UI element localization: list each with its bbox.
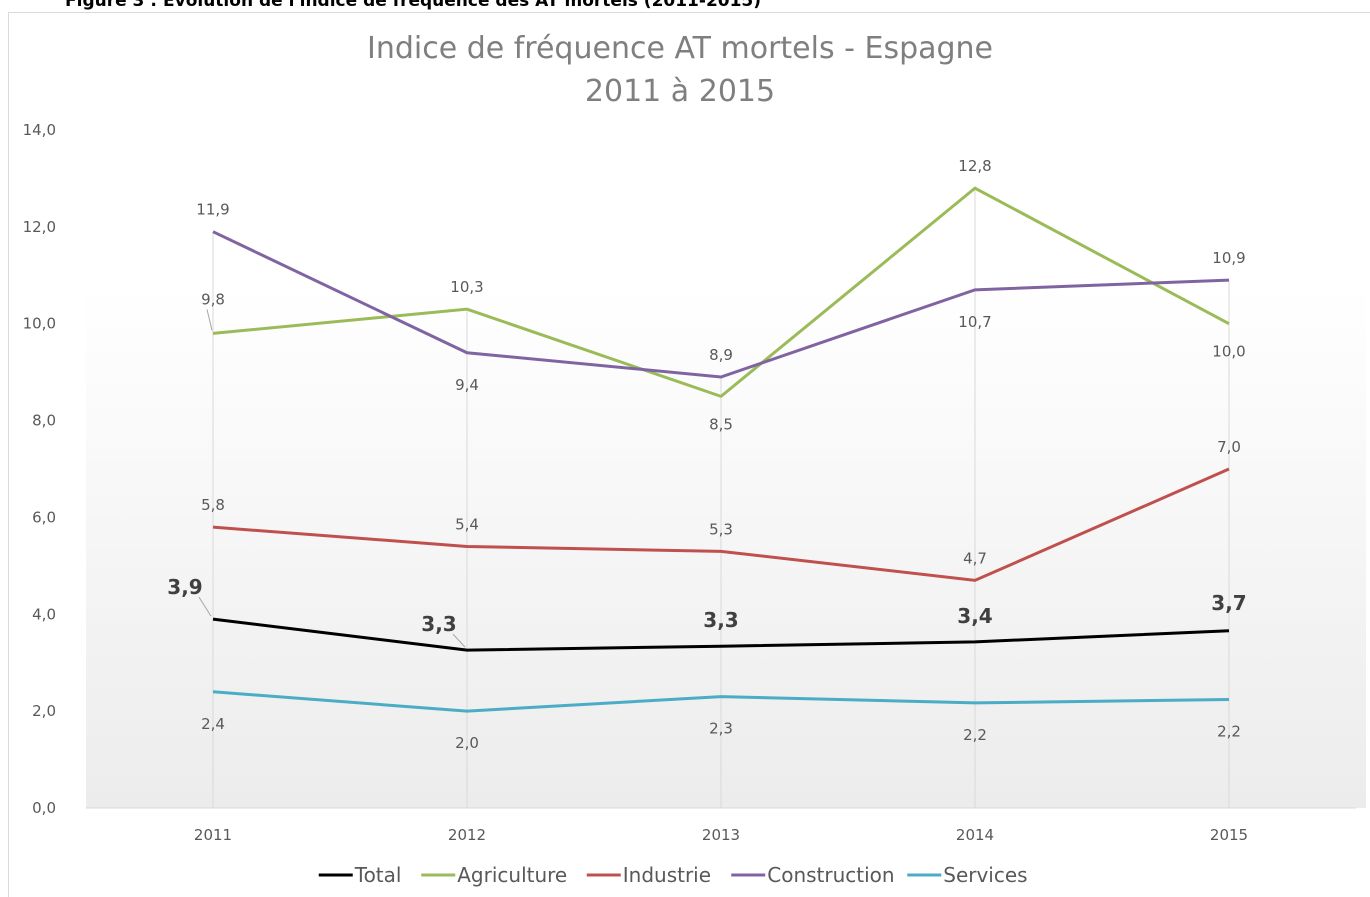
chart-title: Indice de fréquence AT mortels - Espagne	[367, 31, 993, 66]
leader-line	[198, 596, 212, 617]
data-label: 5,4	[455, 515, 479, 533]
leader-line	[452, 633, 466, 648]
data-label: 12,8	[958, 157, 991, 175]
x-tick-label: 2014	[956, 826, 994, 844]
legend-label: Industrie	[623, 863, 711, 887]
data-label: 3,4	[957, 604, 992, 628]
x-tick-label: 2013	[702, 826, 740, 844]
x-tick-label: 2011	[194, 826, 232, 844]
data-label: 8,5	[709, 415, 733, 433]
data-label: 2,2	[963, 726, 987, 744]
y-tick-label: 8,0	[32, 412, 56, 430]
series-line	[212, 690, 1230, 713]
series-line	[212, 467, 1230, 582]
leader-line	[206, 309, 213, 331]
data-label: 10,7	[958, 313, 991, 331]
data-label: 3,7	[1211, 591, 1246, 615]
data-label: 2,0	[455, 734, 479, 752]
data-label: 11,9	[196, 201, 229, 219]
data-label: 2,3	[709, 720, 733, 738]
y-tick-label: 12,0	[23, 218, 56, 236]
chart-subtitle: 2011 à 2015	[585, 74, 775, 109]
data-label: 7,0	[1217, 438, 1241, 456]
data-label: 10,3	[450, 278, 483, 296]
y-tick-label: 10,0	[23, 315, 56, 333]
series-line	[212, 617, 1230, 652]
caption: Figure 3 : Évolution de l'indice de fréq…	[65, 0, 761, 11]
data-label: 10,9	[1212, 249, 1245, 267]
x-tick-label: 2012	[448, 826, 486, 844]
plot-background	[86, 285, 1366, 808]
x-tick-label: 2015	[1210, 826, 1248, 844]
legend-label: Construction	[767, 863, 894, 887]
data-label: 9,4	[455, 376, 479, 394]
data-label: 9,8	[201, 290, 225, 308]
y-tick-label: 0,0	[32, 799, 56, 817]
data-label: 2,4	[201, 715, 225, 733]
y-tick-label: 4,0	[32, 605, 56, 623]
y-tick-label: 2,0	[32, 702, 56, 720]
legend-label: Services	[943, 863, 1027, 887]
data-label: 3,9	[167, 575, 202, 599]
data-label: 4,7	[963, 549, 987, 567]
y-tick-label: 14,0	[23, 121, 56, 139]
data-label: 5,3	[709, 520, 733, 538]
data-label: 5,8	[201, 496, 225, 514]
legend-label: Agriculture	[457, 863, 567, 887]
data-label: 3,3	[421, 612, 456, 636]
data-label: 10,0	[1212, 343, 1245, 361]
data-label: 8,9	[709, 346, 733, 364]
legend-label: Total	[354, 863, 402, 887]
series-line	[212, 230, 1230, 379]
series-line	[212, 186, 1230, 399]
data-label: 3,3	[703, 608, 738, 632]
data-label: 2,2	[1217, 723, 1241, 741]
y-tick-label: 6,0	[32, 508, 56, 526]
